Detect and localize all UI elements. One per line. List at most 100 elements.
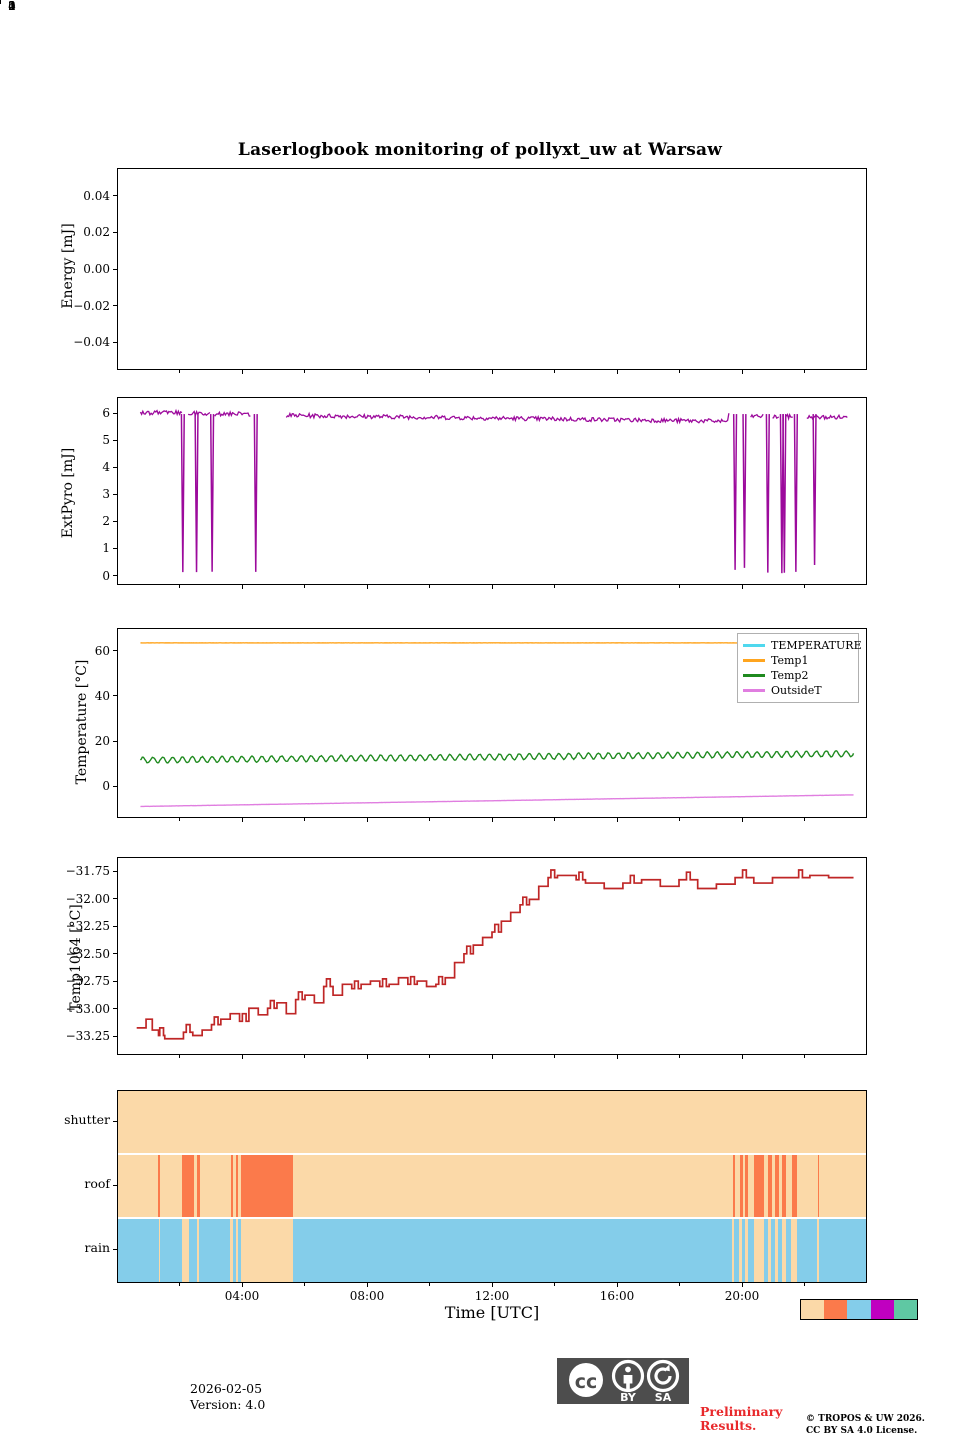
legend-item-label: TEMPERATURE <box>771 639 862 652</box>
status-segment <box>158 1219 161 1282</box>
x-major-tick <box>491 585 493 589</box>
x-major-tick <box>241 1055 243 1059</box>
temperature-ytick-label: 40 <box>94 688 110 703</box>
x-major-tick <box>741 1283 743 1287</box>
status-segment <box>754 1155 764 1217</box>
status-segment <box>181 1155 195 1217</box>
x-major-tick <box>241 370 243 374</box>
extpyro-ytick-label: 0 <box>102 568 110 583</box>
x-minor-tick <box>304 818 306 821</box>
status-row-roof <box>118 1155 866 1217</box>
x-minor-tick <box>179 585 181 588</box>
preliminary-results-note: Preliminary Results. <box>700 1404 783 1433</box>
x-major-tick <box>616 370 618 374</box>
temperature-ytick-mark <box>113 695 117 697</box>
x-major-tick <box>241 818 243 822</box>
cc-license-badge: cc BY SA <box>557 1358 689 1404</box>
extpyro-ytick-label: 4 <box>102 460 110 475</box>
status-segment <box>774 1155 779 1217</box>
x-axis-tick-label: 20:00 <box>724 1289 760 1303</box>
extpyro-plot-area <box>139 408 848 574</box>
x-minor-tick <box>304 585 306 588</box>
x-axis-tick-label: 16:00 <box>599 1289 635 1303</box>
temperature-plot-area <box>139 642 855 808</box>
status-segment <box>196 1219 200 1282</box>
temp1064-ytick-mark <box>113 898 117 900</box>
energy-ytick-label: −0.02 <box>73 298 110 313</box>
temp1064-ytick-label: −32.75 <box>65 974 110 989</box>
status-segment <box>753 1219 764 1282</box>
status-segment <box>781 1219 786 1282</box>
status-segment <box>782 1155 786 1217</box>
x-minor-tick <box>179 1283 181 1286</box>
status-row-label-roof: roof <box>84 1176 110 1191</box>
legend-item[interactable]: OutsideT <box>743 683 853 698</box>
legend-item[interactable]: Temp1 <box>743 653 853 668</box>
energy-ytick-mark <box>113 268 117 270</box>
x-major-tick <box>366 818 368 822</box>
cc-sa-label: SA <box>655 1391 672 1404</box>
x-major-tick <box>241 585 243 589</box>
status-axes <box>117 1090 867 1283</box>
status-segment <box>235 1219 238 1282</box>
x-major-tick <box>241 1283 243 1287</box>
extpyro-axes <box>117 397 867 585</box>
x-major-tick <box>366 1055 368 1059</box>
status-row-tickmark <box>113 1121 117 1123</box>
status-segment <box>791 1155 797 1217</box>
extpyro-ytick-mark <box>113 575 117 577</box>
cc-badge-icon: cc BY SA <box>557 1358 689 1404</box>
status-segment <box>241 1155 294 1217</box>
temp1064-ytick-label: −31.75 <box>65 864 110 879</box>
status-row-tickmark <box>113 1249 117 1251</box>
energy-ytick-label: 0.04 <box>83 188 110 203</box>
extpyro-ytick-label: 6 <box>102 406 110 421</box>
temperature-ytick-label: 60 <box>94 643 110 658</box>
temperature-ytick-mark <box>113 740 117 742</box>
status-row-shutter <box>118 1091 866 1153</box>
extpyro-ytick-mark <box>113 439 117 441</box>
x-minor-tick <box>554 1055 556 1058</box>
legend-item-label: Temp1 <box>771 654 809 667</box>
colorbar-cell-1 <box>824 1300 848 1319</box>
colorbar-tick-label: 1 <box>8 0 16 13</box>
x-minor-tick <box>554 818 556 821</box>
status-segment <box>241 1219 293 1282</box>
x-minor-tick <box>804 585 806 588</box>
energy-ytick-mark <box>113 195 117 197</box>
x-major-tick <box>491 1055 493 1059</box>
legend-color-swatch <box>743 689 765 692</box>
temp1064-ytick-mark <box>113 980 117 982</box>
x-major-tick <box>741 370 743 374</box>
temp1064-ytick-mark <box>113 953 117 955</box>
x-minor-tick <box>804 1055 806 1058</box>
x-minor-tick <box>429 1055 431 1058</box>
temp1064-ytick-mark <box>113 1008 117 1010</box>
x-axis-tick-label: 08:00 <box>349 1289 385 1303</box>
temperature-ytick-label: 0 <box>102 779 110 794</box>
x-minor-tick <box>679 370 681 373</box>
legend-item[interactable]: Temp2 <box>743 668 853 683</box>
x-major-tick <box>741 818 743 822</box>
status-row-rain <box>118 1219 866 1282</box>
x-major-tick <box>491 370 493 374</box>
extpyro-ytick-mark <box>113 547 117 550</box>
colorbar-tick-label: 3 <box>8 0 16 13</box>
temp1064-ytick-mark <box>113 925 117 927</box>
temp1064-axes <box>117 857 867 1055</box>
x-major-tick <box>366 585 368 589</box>
legend-item[interactable]: TEMPERATURE <box>743 638 862 653</box>
x-major-tick <box>616 1283 618 1287</box>
status-segment <box>745 1219 748 1282</box>
x-minor-tick <box>679 1055 681 1058</box>
legend-color-swatch <box>743 674 765 677</box>
colorbar-cell-2 <box>847 1300 871 1319</box>
energy-ytick-mark <box>113 231 117 233</box>
extpyro-ytick-mark <box>113 520 117 523</box>
status-segment <box>235 1155 239 1217</box>
x-minor-tick <box>429 585 431 588</box>
status-segment <box>181 1219 190 1282</box>
temperature-legend: TEMPERATURE Temp1 Temp2 OutsideT <box>737 633 862 703</box>
colorbar-tick-label: 0 <box>8 0 16 13</box>
temp1064-ytick-label: −32.25 <box>65 919 110 934</box>
